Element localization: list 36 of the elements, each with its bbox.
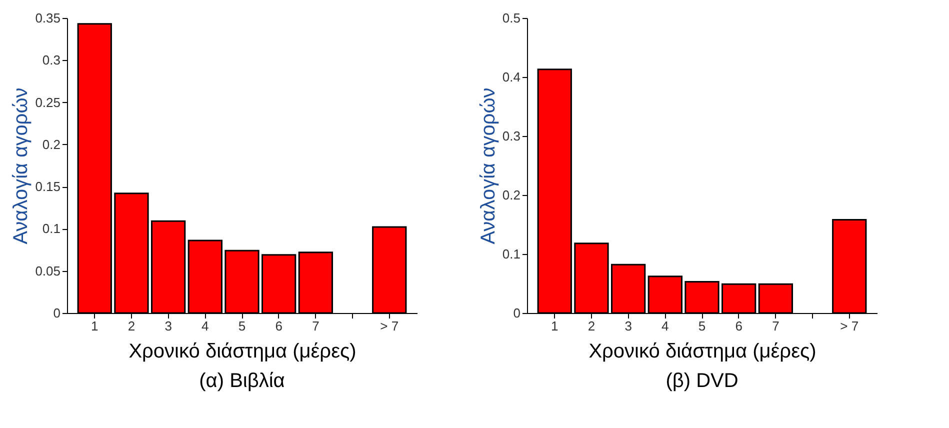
y-tick-label: 0.25 xyxy=(35,94,60,110)
y-tick-label: 0.15 xyxy=(35,179,60,194)
y-tick-label: 0.4 xyxy=(502,70,520,84)
x-axis-title: Χρονικό διάστημα (μέρες) xyxy=(128,340,356,362)
x-tick-label: 3 xyxy=(164,318,172,334)
y-tick-label: 0.2 xyxy=(502,188,520,202)
x-tick-label: 1 xyxy=(551,318,558,334)
y-tick-label: 0.1 xyxy=(502,246,520,262)
x-tick-label: > 7 xyxy=(380,318,399,334)
text: (α) Βιβλία xyxy=(199,370,285,392)
y-axis-title: Αναλογία αγορών xyxy=(477,88,500,244)
x-tick-label: 4 xyxy=(202,318,209,334)
x-tick-label: 6 xyxy=(275,318,282,334)
x-axis-title: Χρονικό διάστημα (μέρες) xyxy=(588,340,816,362)
x-tick-label: 2 xyxy=(588,318,596,334)
x-tick-label: 2 xyxy=(128,318,136,334)
y-tick-label: 0 xyxy=(513,306,520,320)
y-tick-label: 0.3 xyxy=(42,52,60,68)
x-tick-label: 5 xyxy=(238,318,246,334)
x-tick-label: 6 xyxy=(735,318,742,334)
x-tick-label: 3 xyxy=(624,318,632,334)
x-tick-label: 1 xyxy=(91,318,98,334)
x-tick-label: 5 xyxy=(698,318,706,334)
y-tick-label: 0.05 xyxy=(35,263,60,278)
y-tick-label: 0.3 xyxy=(502,128,520,144)
x-tick-label: > 7 xyxy=(840,318,859,334)
y-tick-label: 0.5 xyxy=(502,10,520,26)
y-tick-label: 0 xyxy=(53,306,60,320)
y-tick-label: 0.35 xyxy=(35,10,60,26)
x-tick-label: 7 xyxy=(772,318,780,334)
y-tick-label: 0.2 xyxy=(42,136,60,152)
x-tick-label: 7 xyxy=(312,318,320,334)
y-axis-title: Αναλογία αγορών xyxy=(10,88,32,244)
x-tick-label: 4 xyxy=(662,318,669,334)
text: (β) DVD xyxy=(666,370,738,392)
y-tick-label: 0.1 xyxy=(42,221,60,236)
